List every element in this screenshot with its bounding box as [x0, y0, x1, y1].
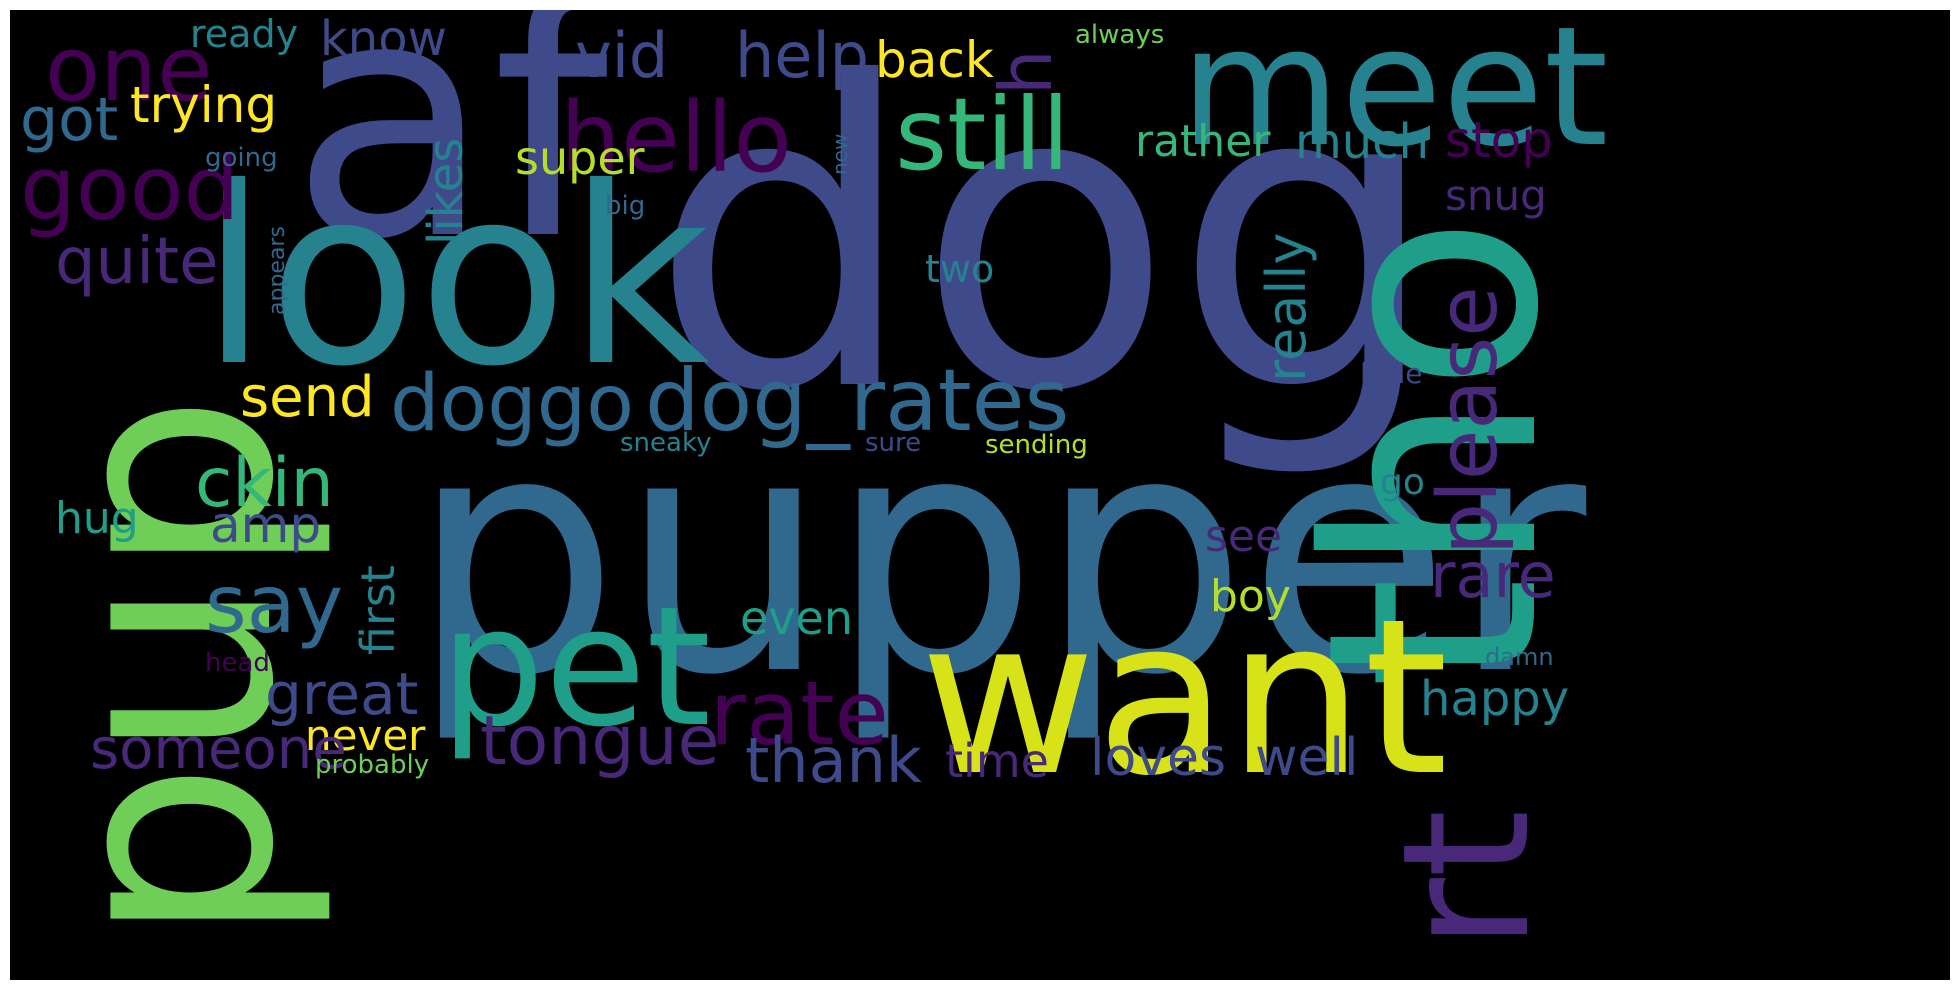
word-still: still	[895, 76, 1070, 193]
word-even: even	[740, 591, 853, 645]
word-dog_rates: dog_rates	[645, 351, 1070, 451]
word-super: super	[515, 131, 645, 185]
word-cloud: dog pupper af look pup tho meet want pet…	[10, 10, 1950, 980]
word-rt: rt	[1366, 809, 1569, 950]
word-got: got	[20, 85, 119, 155]
word-af: af	[290, 10, 609, 312]
word-thank: thank	[745, 724, 922, 797]
word-probably: probably	[315, 750, 430, 780]
word-happy: happy	[1420, 671, 1570, 727]
word-never: never	[305, 711, 426, 760]
word-please: please	[1421, 286, 1516, 555]
word-sending: sending	[985, 430, 1088, 460]
word-doggo: doggo	[390, 359, 634, 449]
word-stop: stop	[1445, 111, 1553, 169]
word-one: one	[45, 17, 213, 122]
word-first: first	[351, 565, 405, 655]
word-look: look	[200, 135, 710, 420]
word-rare: rare	[1430, 539, 1556, 612]
word-rate: rate	[710, 662, 889, 765]
word-know: know	[320, 11, 447, 67]
word-likes: likes	[418, 137, 474, 245]
word-h: h	[984, 49, 1068, 95]
word-trying: trying	[130, 76, 278, 134]
word-want: want	[920, 572, 1449, 823]
word-new: new	[828, 133, 852, 175]
word-ckin: ckin	[195, 444, 334, 523]
word-always: always	[1075, 20, 1165, 50]
word-pupper: pupper	[410, 363, 1587, 747]
word-help: help	[735, 19, 870, 92]
word-say: say	[205, 558, 344, 651]
word-loves: loves	[1090, 728, 1227, 788]
word-amp: amp	[210, 496, 322, 554]
word-go: go	[1380, 462, 1425, 503]
word-back: back	[875, 31, 994, 89]
word-head: head	[205, 648, 270, 678]
word-snug: snug	[1445, 171, 1547, 220]
word-much: much	[1295, 114, 1429, 170]
word-going: going	[205, 143, 278, 173]
word-good: good	[20, 137, 240, 240]
word-dog: dog	[650, 10, 1441, 484]
word-see: see	[1205, 511, 1283, 562]
word-boy: boy	[1210, 571, 1291, 622]
word-damn: damn	[1485, 643, 1554, 671]
word-rather: rather	[1135, 116, 1271, 167]
word-someone: someone	[90, 717, 347, 782]
word-sure: sure	[865, 428, 922, 458]
word-time: time	[945, 734, 1049, 788]
word-great: great	[265, 660, 419, 728]
word-meet: meet	[1180, 10, 1609, 183]
word-pet: pet	[440, 571, 711, 763]
word-send: send	[240, 365, 375, 430]
word-well: well	[1255, 728, 1359, 788]
word-big: big	[605, 191, 646, 221]
word-sneaky: sneaky	[620, 428, 712, 458]
word-hug: hug	[55, 493, 139, 544]
word-really: really	[1255, 232, 1318, 382]
word-vid: vid	[575, 19, 669, 92]
word-hello: hello	[560, 82, 792, 194]
word-two: two	[925, 247, 995, 291]
word-tongue: tongue	[480, 702, 720, 781]
word-appears: appears	[265, 226, 290, 315]
word-little: little	[1360, 357, 1423, 390]
word-quite: quite	[55, 225, 219, 299]
word-ready: ready	[190, 12, 299, 56]
